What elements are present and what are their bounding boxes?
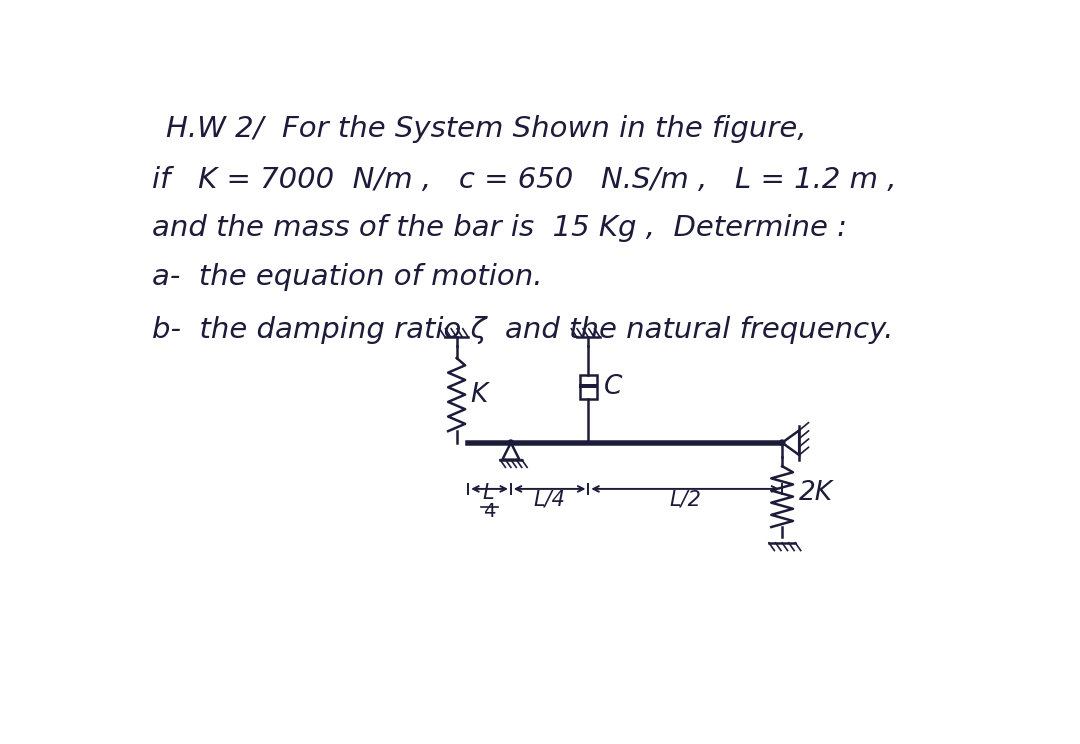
Text: if   K = 7000  N/m ,   c = 650   N.S/m ,   L = 1.2 m ,: if K = 7000 N/m , c = 650 N.S/m , L = 1.… <box>152 165 896 193</box>
Circle shape <box>780 440 785 446</box>
Text: b-  the damping ratio ζ  and the natural frequency.: b- the damping ratio ζ and the natural f… <box>152 315 893 344</box>
Text: 4: 4 <box>484 502 496 522</box>
Text: a-  the equation of motion.: a- the equation of motion. <box>152 263 542 292</box>
Text: L/2: L/2 <box>670 490 701 510</box>
Circle shape <box>509 440 514 446</box>
Text: K: K <box>471 382 488 408</box>
Text: C: C <box>604 374 622 400</box>
Text: 2K: 2K <box>799 480 833 506</box>
Text: H.W 2/  For the System Shown in the figure,: H.W 2/ For the System Shown in the figur… <box>166 115 807 144</box>
Text: and the mass of the bar is  15 Kg ,  Determine :: and the mass of the bar is 15 Kg , Deter… <box>152 214 847 242</box>
Bar <box>580 375 597 400</box>
Text: L/4: L/4 <box>534 490 566 510</box>
Text: L: L <box>482 483 494 503</box>
